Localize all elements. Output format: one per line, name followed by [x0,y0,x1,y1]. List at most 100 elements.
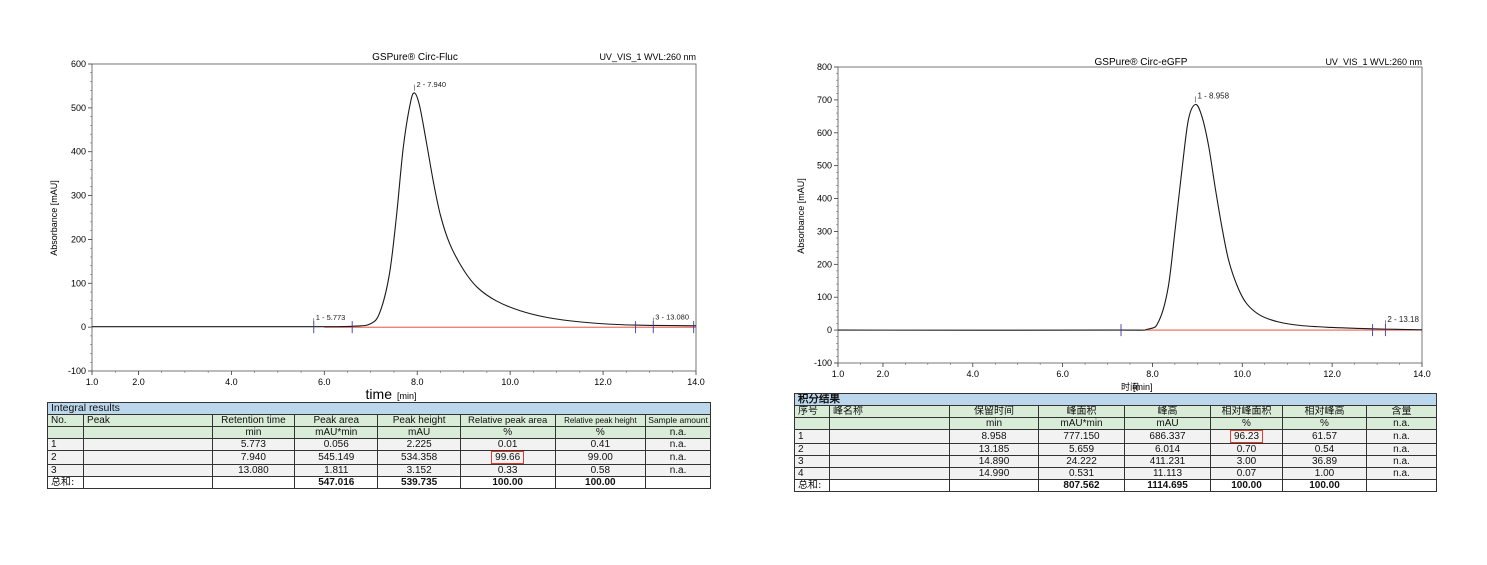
y-axis-label: Absorbance [mAU] [49,180,59,256]
header-peak-height: Peak height [377,414,461,427]
unit-cell: mAU*min [294,426,379,439]
cell: 686.337 [1124,429,1211,444]
peak-label: 2 - 7.940 [416,80,446,89]
table-header-row: 序号 峰名称 保留时间 峰面积 峰高 相对峰面积 相对峰高 含量 [794,405,1437,418]
chromatogram-circ-egfp: GSPure® Circ-eGFP UV_VIS_1 WVL:260 nm Ab… [796,57,1431,393]
cell: 0.01 [459,438,556,451]
cell: 545.149 [294,450,379,465]
table-total-row: 总和: 547.016 539.735 100.00 100.00 [46,476,711,489]
cell [1366,479,1437,492]
x-tick-label: 4.0 [967,369,980,379]
cell: 4 [794,467,830,480]
cell: 411.231 [1124,455,1211,468]
cell: 0.58 [554,464,647,477]
unit-cell [794,417,830,430]
cell: 24.222 [1038,455,1125,468]
cell: 99.00 [554,450,647,465]
header-peak-area: 峰面积 [1038,405,1125,418]
x-tick-label: 2.0 [132,377,145,387]
cell: 3.00 [1210,455,1283,468]
cell: n.a. [1366,429,1437,444]
cell: 0.70 [1210,443,1283,456]
header-no: 序号 [794,405,830,418]
unit-cell: mAU*min [1038,417,1125,430]
cell: n.a. [645,438,711,451]
unit-cell: mAU [377,426,461,439]
cell: 100.00 [1210,479,1283,492]
x-axis-unit: [min] [1133,382,1153,392]
cell: n.a. [1366,467,1437,480]
header-sample-amount: Sample amount [645,414,711,427]
cell: 1.811 [294,464,379,477]
cell [83,450,213,465]
x-axis-label: time [366,386,393,402]
x-tick-label: 10.0 [501,377,519,387]
chromatogram-trace [837,103,1423,331]
cell: 2 [46,450,85,465]
peak-label: 1 - 5.773 [316,313,346,322]
cell: 3 [794,455,830,468]
x-axis-unit: [min] [397,391,417,401]
cell: 100.00 [459,476,556,489]
table-header-row: No. Peak Retention time Peak area Peak h… [46,414,711,427]
cell: 13.080 [211,464,296,477]
y-tick-label: 400 [817,194,832,204]
unit-cell [829,417,950,430]
cell: 3 [46,464,85,477]
chart-channel: UV_VIS_1 WVL:260 nm [599,52,696,62]
cell: 61.57 [1282,429,1367,444]
total-label: 总和: [794,479,830,492]
x-tick-label: 12.0 [1323,369,1341,379]
y-tick-label: 500 [817,161,832,171]
header-peak-area: Peak area [294,414,379,427]
chromatogram-trace [91,92,697,328]
cell: 100.00 [554,476,647,489]
cell: n.a. [1366,455,1437,468]
unit-cell: min [949,417,1039,430]
cell: 36.89 [1282,455,1367,468]
table-unit-row: min mAU*min mAU % % n.a. [794,417,1437,430]
peak-label: 3 - 13.080 [655,313,689,322]
chromatogram-circ-fluc: GSPure® Circ-Fluc UV_VIS_1 WVL:260 nm Ab… [49,52,705,402]
cell: 99.66 [459,450,556,465]
peak-label: 2 - 13.18 [1387,315,1419,324]
unit-cell: mAU [1124,417,1211,430]
cell [829,455,950,468]
cell: 6.014 [1124,443,1211,456]
cell: 1.00 [1282,467,1367,480]
cell [83,464,213,477]
cell [83,438,213,451]
cell: 0.33 [459,464,556,477]
cell [829,429,950,444]
table-row: 2 7.940 545.149 534.358 99.66 99.00 n.a. [46,450,711,465]
highlight-box: 96.23 [1229,430,1264,443]
y-tick-label: -100 [68,366,86,376]
x-tick-label: 8.0 [411,377,424,387]
y-tick-label: 300 [817,226,832,236]
header-peak: Peak [83,414,213,427]
unit-cell: min [211,426,296,439]
y-tick-label: 200 [71,234,86,244]
cell [829,443,950,456]
header-content: 含量 [1366,405,1437,418]
plot-frame [837,66,1423,364]
cell [645,476,711,489]
unit-cell: % [459,426,556,439]
cell [211,476,296,489]
cell: 0.54 [1282,443,1367,456]
y-tick-label: 0 [81,322,86,332]
table-row: 1 5.773 0.056 2.225 0.01 0.41 n.a. [46,438,711,451]
header-relative-peak-height: 相对峰高 [1282,405,1367,418]
x-tick-label: 14.0 [1413,369,1431,379]
table-row: 2 13.185 5.659 6.014 0.70 0.54 n.a. [794,443,1437,456]
y-tick-label: 600 [71,59,86,69]
x-tick-label: 6.0 [1056,369,1069,379]
plot-frame [91,63,697,372]
header-relative-peak-area: Relative peak area [459,414,556,427]
cell: 534.358 [377,450,461,465]
total-label: 总和: [46,476,85,489]
integral-results-table: Integral results No. Peak Retention time… [46,402,711,489]
x-tick-label: 1.0 [832,369,845,379]
header-relative-peak-height: Relative peak height [554,414,647,427]
cell: 539.735 [377,476,461,489]
